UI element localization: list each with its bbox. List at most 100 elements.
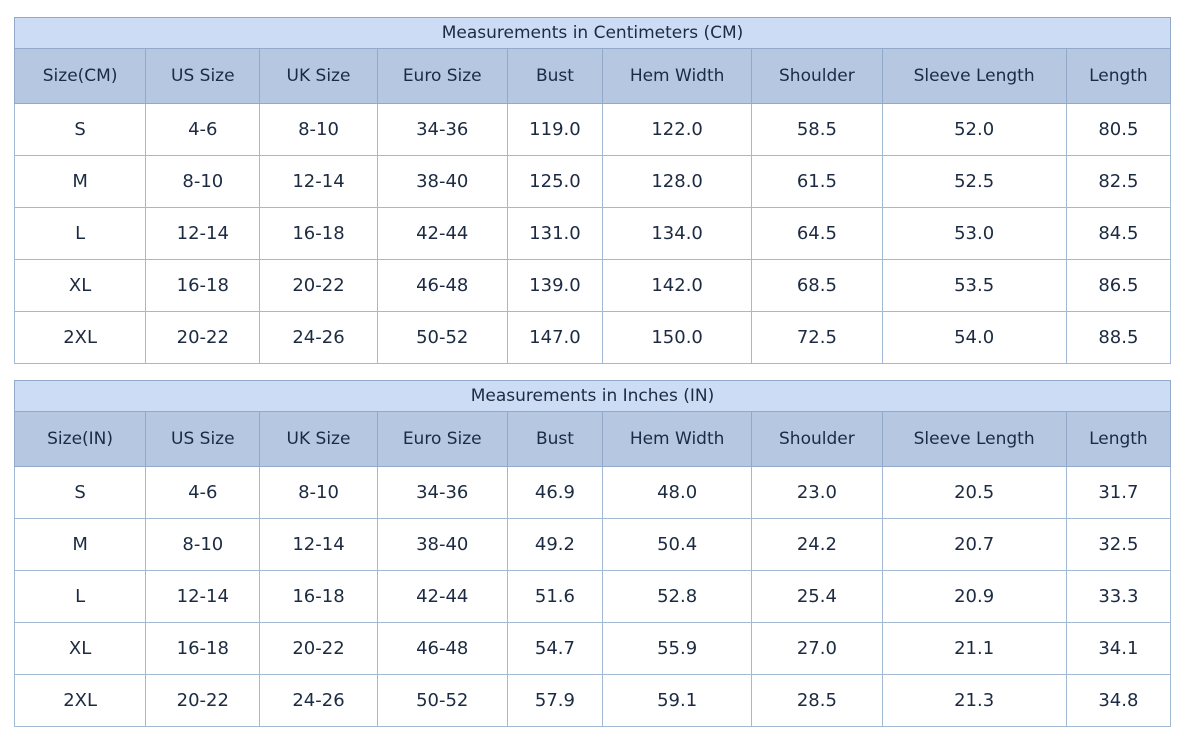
measurement-value-cell: 64.5 [751, 207, 883, 260]
measurement-value-cell: 8-10 [145, 155, 261, 208]
column-header: Length [1065, 411, 1172, 467]
measurement-value-cell: 80.5 [1065, 103, 1172, 156]
measurement-value-cell: 32.5 [1065, 518, 1172, 571]
measurement-value-cell: 25.4 [751, 570, 883, 623]
measurement-value-cell: 12-14 [259, 155, 378, 208]
column-header: US Size [145, 411, 261, 467]
measurement-value-cell: 24-26 [259, 311, 378, 364]
in-measurements-table: Measurements in Inches (IN) Size(IN) US Si… [13, 380, 1172, 727]
table-row: L 12-14 16-18 42-44 51.6 52.8 25.4 20.9 33.3 [13, 570, 1172, 623]
measurement-value-cell: 12-14 [145, 570, 261, 623]
size-label-cell: L [13, 207, 147, 260]
measurement-value-cell: 20-22 [259, 622, 378, 675]
measurement-value-cell: 42-44 [376, 207, 508, 260]
column-header: Sleeve Length [881, 411, 1067, 467]
measurement-value-cell: 61.5 [751, 155, 883, 208]
column-header: UK Size [259, 48, 378, 104]
measurement-value-cell: 48.0 [601, 466, 753, 519]
measurement-value-cell: 128.0 [601, 155, 753, 208]
column-header: Euro Size [376, 48, 508, 104]
measurement-value-cell: 46-48 [376, 259, 508, 312]
measurement-value-cell: 82.5 [1065, 155, 1172, 208]
measurement-value-cell: 150.0 [601, 311, 753, 364]
column-header: Size(CM) [13, 48, 147, 104]
measurement-value-cell: 24.2 [751, 518, 883, 571]
measurement-value-cell: 34.8 [1065, 674, 1172, 727]
measurement-value-cell: 8-10 [259, 466, 378, 519]
measurement-value-cell: 72.5 [751, 311, 883, 364]
measurement-value-cell: 53.5 [881, 259, 1067, 312]
column-header: Size(IN) [13, 411, 147, 467]
measurement-value-cell: 16-18 [145, 622, 261, 675]
measurement-value-cell: 88.5 [1065, 311, 1172, 364]
size-label-cell: XL [13, 622, 147, 675]
size-label-cell: 2XL [13, 674, 147, 727]
measurement-value-cell: 20-22 [145, 674, 261, 727]
size-label-cell: S [13, 466, 147, 519]
measurement-value-cell: 55.9 [601, 622, 753, 675]
measurement-value-cell: 28.5 [751, 674, 883, 727]
measurement-value-cell: 33.3 [1065, 570, 1172, 623]
size-label-cell: L [13, 570, 147, 623]
column-header: Length [1065, 48, 1172, 104]
column-header: Hem Width [601, 411, 753, 467]
column-header: UK Size [259, 411, 378, 467]
measurement-value-cell: 50.4 [601, 518, 753, 571]
measurement-value-cell: 20-22 [259, 259, 378, 312]
table-row: 2XL 20-22 24-26 50-52 147.0 150.0 72.5 54.0 88.5 [13, 311, 1172, 364]
table-title-row: Measurements in Inches (IN) [14, 380, 1171, 412]
measurement-value-cell: 20.5 [881, 466, 1067, 519]
measurement-value-cell: 16-18 [259, 207, 378, 260]
size-label-cell: XL [13, 259, 147, 312]
column-header: Bust [506, 411, 604, 467]
table-row: M 8-10 12-14 38-40 125.0 128.0 61.5 52.5 82.5 [13, 155, 1172, 208]
measurement-value-cell: 4-6 [145, 103, 261, 156]
measurement-value-cell: 46.9 [506, 466, 604, 519]
measurement-value-cell: 23.0 [751, 466, 883, 519]
table-title-row: Measurements in Centimeters (CM) [14, 17, 1171, 49]
measurement-value-cell: 68.5 [751, 259, 883, 312]
column-header-row: Size(CM) US Size UK Size Euro Size Bust Hem W… [13, 48, 1172, 104]
measurement-value-cell: 34-36 [376, 466, 508, 519]
measurement-value-cell: 20-22 [145, 311, 261, 364]
size-label-cell: 2XL [13, 311, 147, 364]
measurement-value-cell: 21.3 [881, 674, 1067, 727]
size-label-cell: S [13, 103, 147, 156]
measurement-value-cell: 50-52 [376, 674, 508, 727]
measurement-value-cell: 58.5 [751, 103, 883, 156]
measurement-value-cell: 8-10 [145, 518, 261, 571]
table-title: Measurements in Inches (IN) [14, 380, 1171, 412]
measurement-value-cell: 27.0 [751, 622, 883, 675]
column-header: Euro Size [376, 411, 508, 467]
table-row: S 4-6 8-10 34-36 46.9 48.0 23.0 20.5 31.7 [13, 466, 1172, 519]
measurement-value-cell: 38-40 [376, 518, 508, 571]
measurement-value-cell: 54.7 [506, 622, 604, 675]
measurement-value-cell: 131.0 [506, 207, 604, 260]
size-label-cell: M [13, 518, 147, 571]
table-row: 2XL 20-22 24-26 50-52 57.9 59.1 28.5 21.3 34.8 [13, 674, 1172, 727]
measurement-value-cell: 52.8 [601, 570, 753, 623]
measurement-value-cell: 142.0 [601, 259, 753, 312]
measurement-value-cell: 51.6 [506, 570, 604, 623]
column-header: Shoulder [751, 411, 883, 467]
column-header: Sleeve Length [881, 48, 1067, 104]
column-header: US Size [145, 48, 261, 104]
measurement-value-cell: 84.5 [1065, 207, 1172, 260]
measurement-value-cell: 54.0 [881, 311, 1067, 364]
measurement-value-cell: 122.0 [601, 103, 753, 156]
table-row: L 12-14 16-18 42-44 131.0 134.0 64.5 53.0 84.5 [13, 207, 1172, 260]
measurement-value-cell: 52.5 [881, 155, 1067, 208]
table-row: M 8-10 12-14 38-40 49.2 50.4 24.2 20.7 32.5 [13, 518, 1172, 571]
measurement-value-cell: 4-6 [145, 466, 261, 519]
table-row: XL 16-18 20-22 46-48 139.0 142.0 68.5 53.5 86.5 [13, 259, 1172, 312]
column-header: Hem Width [601, 48, 753, 104]
measurement-value-cell: 53.0 [881, 207, 1067, 260]
measurement-value-cell: 119.0 [506, 103, 604, 156]
measurement-value-cell: 134.0 [601, 207, 753, 260]
measurement-value-cell: 16-18 [145, 259, 261, 312]
measurement-value-cell: 38-40 [376, 155, 508, 208]
measurement-value-cell: 49.2 [506, 518, 604, 571]
measurement-value-cell: 125.0 [506, 155, 604, 208]
measurement-value-cell: 50-52 [376, 311, 508, 364]
measurement-value-cell: 12-14 [259, 518, 378, 571]
